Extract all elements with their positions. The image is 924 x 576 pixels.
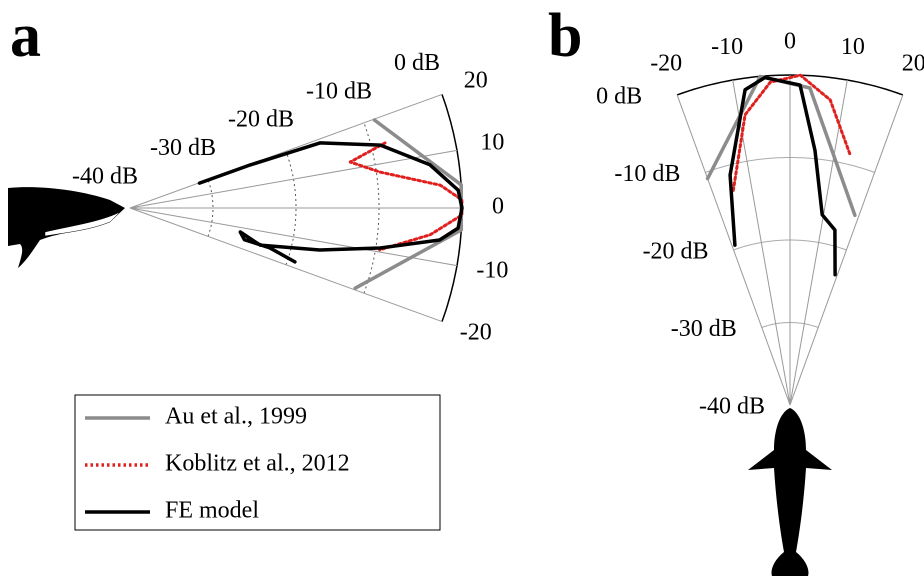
panel-label: a <box>10 2 41 70</box>
r-tick-label: 0 dB <box>394 50 440 76</box>
spoke <box>790 80 847 405</box>
r-tick-label: -40 dB <box>699 394 765 420</box>
theta-tick-label: 10 <box>841 34 865 60</box>
theta-tick-label: -20 <box>460 319 492 345</box>
theta-tick-label: 0 <box>492 194 504 220</box>
legend-label: FE model <box>165 498 259 524</box>
legend-label: Au et al., 1999 <box>165 404 307 430</box>
spoke <box>733 80 790 405</box>
theta-tick-label: -20 <box>650 50 682 76</box>
theta-tick-label: 20 <box>464 68 488 94</box>
theta-tick-label: 20 <box>902 50 924 76</box>
figure: a b -40 dB -30 dB -20 dB -10 dB 0 dB 20 10 0 -10… <box>0 0 924 576</box>
r-tick-label: -20 dB <box>643 238 709 264</box>
theta-tick-label: 10 <box>480 130 504 156</box>
series-line <box>200 143 463 262</box>
r-tick-label: -30 dB <box>671 316 737 342</box>
r-tick-label: -10 dB <box>306 78 372 104</box>
theta-tick-label: -10 <box>476 257 508 283</box>
theta-tick-label: 0 <box>784 29 796 55</box>
r-tick-label: -30 dB <box>150 135 216 161</box>
spoke <box>130 208 457 266</box>
r-tick-label: 0 dB <box>596 83 642 109</box>
panel-label: b <box>548 2 582 70</box>
legend-label: Koblitz et al., 2012 <box>165 451 350 477</box>
theta-tick-label: -10 <box>711 34 743 60</box>
r-tick-label: -10 dB <box>614 161 680 187</box>
r-tick-label: -20 dB <box>228 107 294 133</box>
dolphin-top <box>748 408 832 576</box>
r-tick-label: -40 dB <box>72 164 138 190</box>
